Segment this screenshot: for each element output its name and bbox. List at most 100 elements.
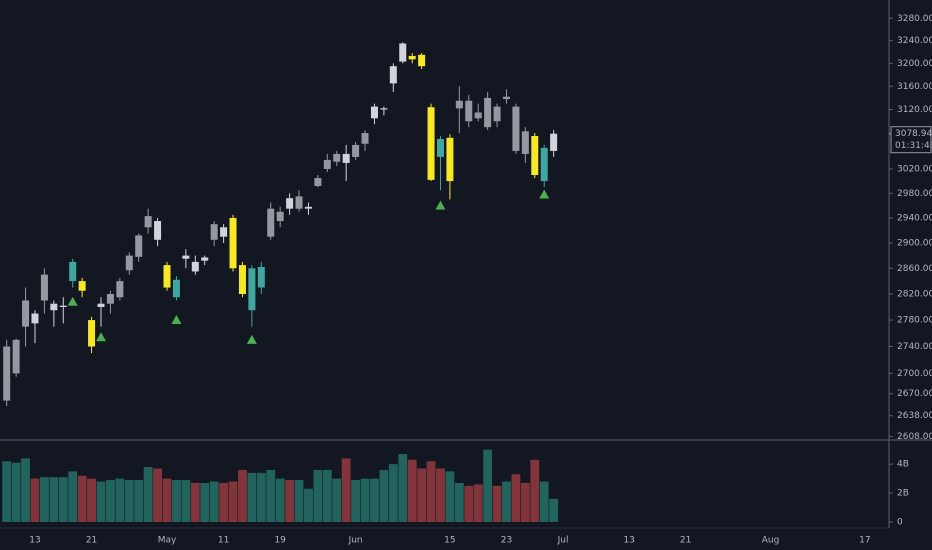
candle-body [323, 159, 331, 169]
volume-bar [162, 478, 172, 522]
volume-bar [332, 478, 342, 522]
volume-bar [511, 474, 521, 522]
volume-bar [115, 478, 125, 522]
volume-bar [256, 472, 266, 522]
candle-body [474, 112, 482, 119]
volume-bar [238, 469, 247, 522]
candle-body [484, 97, 492, 128]
candle-body [531, 136, 539, 176]
candle-body [106, 293, 114, 304]
volume-bar [266, 469, 276, 522]
candle-body [59, 305, 67, 307]
candle-body [446, 137, 454, 182]
candle-body [408, 55, 416, 60]
volume-bar [549, 498, 559, 522]
candle-body [361, 133, 369, 144]
candle-body [512, 106, 520, 151]
candle-body [163, 265, 171, 288]
candle-body [154, 221, 162, 240]
candle-body [229, 217, 237, 269]
volume-bar [304, 488, 313, 522]
candle-body [135, 235, 143, 257]
candle-body [465, 100, 473, 122]
volume-bar [417, 468, 427, 522]
candle-body [540, 147, 548, 182]
candle-body [220, 227, 228, 237]
volume-bar [502, 481, 511, 522]
candle-body [257, 267, 265, 288]
volume-bar [454, 482, 464, 522]
volume-bar [520, 482, 530, 522]
x-tick-label: Jun [348, 536, 363, 546]
candle-body [50, 303, 58, 311]
x-tick-label: 21 [86, 536, 97, 546]
y-tick-label: 2638.00 [897, 411, 932, 421]
volume-bar [360, 478, 370, 522]
x-tick-label: 19 [274, 536, 286, 546]
y-tick-label: 3200.00 [897, 59, 932, 69]
candle-body [69, 261, 77, 282]
volume-bar [388, 464, 398, 522]
volume-bar [294, 480, 304, 522]
x-tick-label: 15 [444, 536, 455, 546]
volume-tick-label: 0 [897, 518, 903, 528]
y-tick-label: 3280.00 [897, 14, 932, 24]
volume-bar [275, 478, 285, 522]
x-tick-label: Aug [762, 536, 780, 546]
y-tick-label: 2860.00 [897, 264, 932, 274]
candle-body [550, 133, 558, 151]
x-tick-label: Jul [557, 536, 569, 546]
volume-bar [379, 469, 389, 522]
last-price-label: 3078.94 [895, 129, 932, 139]
candle-body [78, 281, 86, 291]
candle-body [22, 300, 30, 327]
candle-body [314, 178, 322, 186]
volume-bar [483, 449, 493, 522]
candle-body [389, 66, 397, 84]
candle-body [125, 255, 133, 271]
candle-body [88, 320, 96, 347]
volume-bar [322, 469, 332, 522]
volume-bar [77, 475, 87, 522]
volume-bar [398, 454, 408, 522]
volume-bar [228, 481, 238, 522]
candle-body [333, 153, 341, 162]
candle-body [116, 281, 124, 298]
candle-body [31, 313, 39, 324]
candle-body [304, 206, 312, 209]
volume-bar [351, 480, 361, 522]
volume-bar [539, 481, 549, 522]
volume-bar [143, 467, 153, 522]
candle-body [502, 96, 510, 100]
y-tick-label: 2670.00 [897, 389, 932, 399]
volume-bar [473, 484, 483, 522]
candle-body [201, 257, 209, 261]
volume-bar [407, 459, 417, 522]
volume-bar [190, 482, 200, 522]
candle-body [455, 100, 463, 109]
volume-bar [436, 468, 445, 522]
signal-marker [246, 334, 257, 344]
x-tick-label: 17 [859, 536, 870, 546]
y-tick-label: 2608.00 [897, 432, 932, 442]
volume-bar [58, 477, 68, 522]
signal-marker [171, 315, 182, 325]
x-tick-label: 13 [623, 536, 634, 546]
candle-body [342, 153, 350, 163]
y-tick-label: 2700.00 [897, 369, 932, 379]
volume-bar [530, 459, 540, 522]
candle-body [493, 106, 501, 122]
volume-bar [68, 471, 78, 522]
candle-body [144, 216, 152, 228]
volume-bar [200, 482, 210, 522]
volume-bar [181, 480, 191, 522]
volume-bar [219, 482, 229, 522]
y-tick-label: 2980.00 [897, 189, 932, 199]
candle-body [40, 274, 48, 301]
candle-body [521, 131, 529, 154]
volume-bar [21, 458, 30, 522]
volume-bar [153, 468, 162, 522]
candle-body [399, 43, 407, 62]
y-tick-label: 3020.00 [897, 164, 932, 174]
